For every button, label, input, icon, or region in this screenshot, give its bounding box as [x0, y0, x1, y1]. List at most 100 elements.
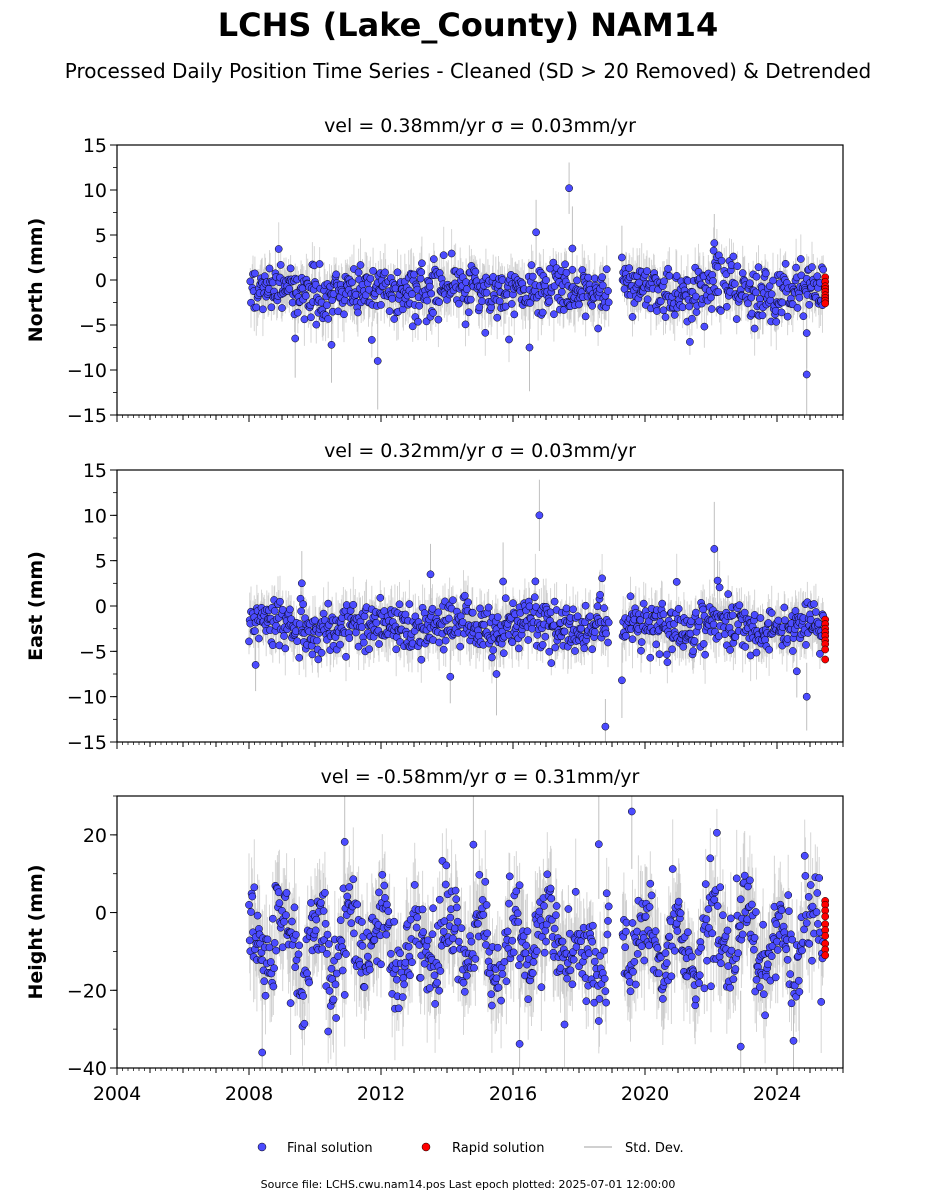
final-solution-point: [752, 272, 761, 281]
final-solution-point: [561, 260, 569, 269]
final-solution-point: [464, 308, 473, 317]
final-solution-point: [288, 298, 297, 307]
final-solution-point: [457, 924, 466, 933]
final-solution-point: [408, 322, 417, 331]
final-solution-point: [503, 927, 512, 936]
final-solution-point: [255, 634, 263, 643]
final-solution-point: [300, 315, 309, 324]
y-tick-label: 15: [83, 460, 107, 482]
final-solution-point: [535, 907, 544, 916]
final-solution-point: [492, 974, 501, 983]
final-solution-point: [449, 596, 457, 605]
final-solution-point: [713, 263, 722, 271]
final-solution-point: [628, 635, 637, 644]
final-solution-point: [769, 276, 777, 285]
final-solution-point: [329, 290, 338, 298]
final-solution-point: [819, 265, 828, 274]
final-solution-point: [366, 274, 375, 283]
final-solution-point: [717, 307, 725, 315]
final-solution-point: [512, 887, 521, 896]
final-solution-point: [378, 870, 387, 879]
final-solution-point: [806, 615, 815, 624]
final-solution-point: [535, 511, 544, 520]
final-solution-point: [338, 966, 347, 975]
final-solution-point: [424, 936, 432, 945]
final-solution-point: [726, 646, 734, 654]
final-solution-point: [393, 268, 402, 277]
final-solution-point: [593, 602, 602, 611]
final-solution-point: [625, 264, 634, 272]
final-solution-point: [475, 870, 484, 879]
final-solution-point: [528, 624, 536, 633]
final-solution-point: [381, 894, 389, 902]
final-solution-point: [390, 917, 399, 926]
final-solution-point: [295, 941, 304, 950]
final-solution-point: [429, 308, 437, 317]
final-solution-point: [370, 936, 379, 944]
final-solution-point: [499, 577, 507, 586]
final-solution-point: [269, 982, 278, 991]
final-solution-point: [482, 901, 491, 909]
final-solution-point: [765, 645, 773, 654]
final-solution-point: [690, 637, 699, 645]
final-solution-point: [575, 300, 583, 309]
final-solution-point: [470, 964, 478, 972]
final-solution-point: [695, 617, 703, 626]
final-solution-point: [360, 983, 369, 991]
final-solution-point: [307, 313, 315, 322]
east-panel-title: vel = 0.32mm/yr σ = 0.03mm/yr: [324, 440, 636, 462]
final-solution-point: [356, 261, 365, 269]
final-solution-point: [439, 251, 448, 260]
final-solution-point: [513, 909, 522, 918]
final-solution-point: [406, 971, 414, 980]
final-solution-point: [658, 599, 667, 608]
final-solution-point: [602, 265, 611, 274]
final-solution-point: [747, 293, 756, 302]
final-solution-point: [598, 273, 606, 281]
final-solution-point: [731, 633, 740, 641]
final-solution-point: [598, 574, 606, 583]
final-solution-point: [478, 896, 487, 904]
north-panel: vel = 0.38mm/yr σ = 0.03mm/yr North (mm)…: [25, 115, 844, 427]
final-solution-point: [325, 940, 333, 948]
final-solution-point: [408, 958, 416, 967]
final-solution-point: [417, 655, 426, 664]
final-solution-point: [686, 338, 694, 346]
final-solution-point: [245, 936, 254, 945]
final-solution-point: [305, 978, 313, 987]
final-solution-point: [643, 267, 651, 275]
final-solution-point: [390, 315, 399, 323]
final-solution-point: [812, 608, 820, 616]
height-y-axis-label: Height (mm): [25, 864, 47, 999]
final-solution-point: [281, 644, 290, 653]
final-solution-point: [340, 991, 349, 999]
final-solution-point: [568, 244, 577, 253]
final-solution-point: [447, 249, 456, 258]
final-solution-point: [331, 980, 340, 989]
final-solution-point: [317, 648, 326, 657]
final-solution-point: [251, 661, 260, 669]
final-solution-point: [400, 980, 408, 989]
final-solution-point: [358, 918, 366, 926]
final-solution-point: [404, 942, 413, 951]
rapid-solution-point: [821, 645, 830, 654]
final-solution-point: [672, 578, 681, 586]
final-solution-point: [547, 894, 556, 903]
final-solution-point: [251, 269, 259, 278]
final-solution-point: [780, 603, 789, 612]
final-solution-point: [678, 303, 687, 312]
final-solution-point: [524, 636, 533, 644]
final-solution-point: [435, 986, 443, 995]
final-solution-point: [741, 642, 750, 651]
final-solution-point: [274, 245, 283, 253]
final-solution-point: [750, 611, 759, 619]
final-solution-point: [417, 268, 426, 277]
final-solution-point: [383, 900, 391, 909]
final-solution-point: [435, 638, 443, 647]
final-solution-point: [282, 889, 291, 897]
final-solution-point: [689, 647, 698, 655]
final-solution-point: [577, 624, 585, 633]
final-solution-point: [446, 913, 455, 922]
final-solution-point: [715, 583, 724, 592]
final-solution-point: [286, 605, 294, 614]
